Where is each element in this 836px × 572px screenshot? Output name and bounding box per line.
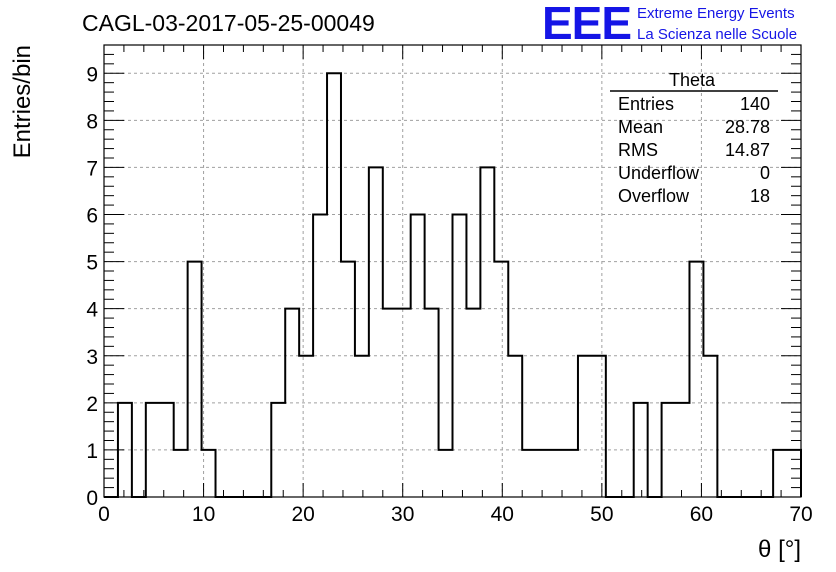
x-tick-label: 70 bbox=[789, 503, 812, 526]
x-tick-label: 10 bbox=[192, 503, 215, 526]
histogram-bin bbox=[369, 167, 383, 497]
y-tick-label: 6 bbox=[86, 205, 98, 228]
histogram-bin bbox=[480, 167, 494, 497]
y-tick-label: 1 bbox=[86, 440, 98, 463]
histogram-bin bbox=[564, 450, 578, 497]
y-tick-label: 0 bbox=[86, 487, 98, 510]
histogram-bin bbox=[592, 356, 606, 497]
x-tick-label: 50 bbox=[590, 503, 613, 526]
logo-line-2: La Scienza nelle Scuole bbox=[637, 26, 798, 43]
histogram-bin bbox=[355, 356, 369, 497]
histogram-bin bbox=[327, 73, 341, 497]
histogram-bin bbox=[550, 450, 564, 497]
y-tick-label: 3 bbox=[86, 346, 98, 369]
stats-box: Theta Entries 140 Mean 28.78 RMS 14.87 U… bbox=[610, 70, 778, 206]
histogram-bin bbox=[703, 356, 717, 497]
y-tick-label: 4 bbox=[86, 299, 98, 322]
histogram-bin bbox=[299, 356, 313, 497]
stat-label-underflow: Underflow bbox=[618, 163, 700, 183]
histogram-bin bbox=[188, 262, 202, 497]
y-axis-title: Entries/bin bbox=[9, 45, 36, 158]
histogram-bin bbox=[174, 450, 188, 497]
stat-value-underflow: 0 bbox=[760, 163, 770, 183]
histogram-bin bbox=[439, 450, 453, 497]
stat-label-mean: Mean bbox=[618, 117, 663, 137]
stat-label-overflow: Overflow bbox=[618, 186, 690, 206]
y-tick-labels: 0 1 2 3 4 5 6 7 8 9 bbox=[86, 63, 98, 510]
stat-value-entries: 140 bbox=[740, 94, 770, 114]
x-axis-title: θ [°] bbox=[758, 536, 801, 563]
y-tick-label: 7 bbox=[86, 157, 98, 180]
y-tick-label: 9 bbox=[86, 63, 98, 86]
histogram-bars bbox=[104, 72, 802, 498]
histogram-bin bbox=[787, 450, 801, 497]
histogram-bin bbox=[773, 450, 787, 497]
stat-value-rms: 14.87 bbox=[725, 140, 770, 160]
histogram-bin bbox=[508, 356, 522, 497]
logo-line-1: Extreme Energy Events bbox=[637, 5, 795, 22]
histogram-bin bbox=[341, 262, 355, 497]
axis-ticks bbox=[103, 45, 802, 498]
y-tick-label: 5 bbox=[86, 252, 98, 275]
histogram-bin bbox=[494, 262, 508, 497]
histogram-bin bbox=[536, 450, 550, 497]
x-tick-label: 60 bbox=[690, 503, 713, 526]
histogram-bin bbox=[578, 356, 592, 497]
stat-label-entries: Entries bbox=[618, 94, 674, 114]
stat-label-rms: RMS bbox=[618, 140, 658, 160]
x-tick-label: 0 bbox=[98, 503, 110, 526]
x-tick-label: 40 bbox=[491, 503, 514, 526]
logo-mark: EEE bbox=[542, 0, 632, 49]
x-tick-labels: 0 10 20 30 40 50 60 70 bbox=[98, 503, 813, 526]
histogram-outline bbox=[104, 72, 802, 498]
y-tick-label: 2 bbox=[86, 393, 98, 416]
stat-value-mean: 28.78 bbox=[725, 117, 770, 137]
y-tick-label: 8 bbox=[86, 110, 98, 133]
x-tick-label: 30 bbox=[391, 503, 414, 526]
run-title: CAGL-03-2017-05-25-00049 bbox=[82, 10, 375, 36]
histogram-bin bbox=[522, 450, 536, 497]
x-tick-label: 20 bbox=[291, 503, 314, 526]
stat-value-overflow: 18 bbox=[750, 186, 770, 206]
stats-title: Theta bbox=[669, 70, 716, 90]
